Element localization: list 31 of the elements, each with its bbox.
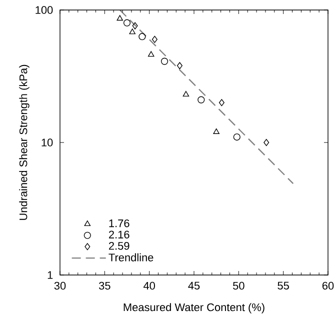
- point: [176, 62, 182, 70]
- x-tick-label: 30: [54, 282, 66, 290]
- point: [182, 91, 190, 97]
- point: [138, 33, 146, 40]
- point: [152, 36, 158, 43]
- legend-label: 1.76: [109, 219, 130, 228]
- legend-label: Trendline: [108, 253, 154, 262]
- point: [116, 15, 123, 21]
- y-tick-label: 10: [42, 138, 53, 146]
- point: [148, 51, 154, 57]
- point: [198, 96, 205, 104]
- y-tick-label: 1: [48, 271, 53, 279]
- point: [123, 19, 131, 26]
- x-tick-label: 45: [188, 282, 200, 290]
- point: [160, 58, 168, 65]
- point: [213, 128, 220, 134]
- point: [233, 133, 240, 141]
- legend-label: 2.16: [108, 230, 130, 238]
- legend-label: 2.59: [108, 242, 130, 250]
- y-axis-title: Undrained Shear Strength (kPa): [19, 64, 30, 220]
- point: [264, 138, 270, 146]
- x-axis-title: Measured Water Content (%): [124, 303, 264, 314]
- point: [129, 28, 136, 34]
- x-tick-label: 50: [233, 282, 244, 290]
- x-tick-label: 40: [143, 282, 155, 290]
- point: [132, 22, 138, 30]
- x-tick-label: 60: [322, 282, 334, 290]
- x-tick-label: 35: [98, 282, 110, 290]
- point: [218, 99, 224, 106]
- y-tick-label: 100: [36, 6, 53, 14]
- x-tick-label: 55: [278, 282, 289, 290]
